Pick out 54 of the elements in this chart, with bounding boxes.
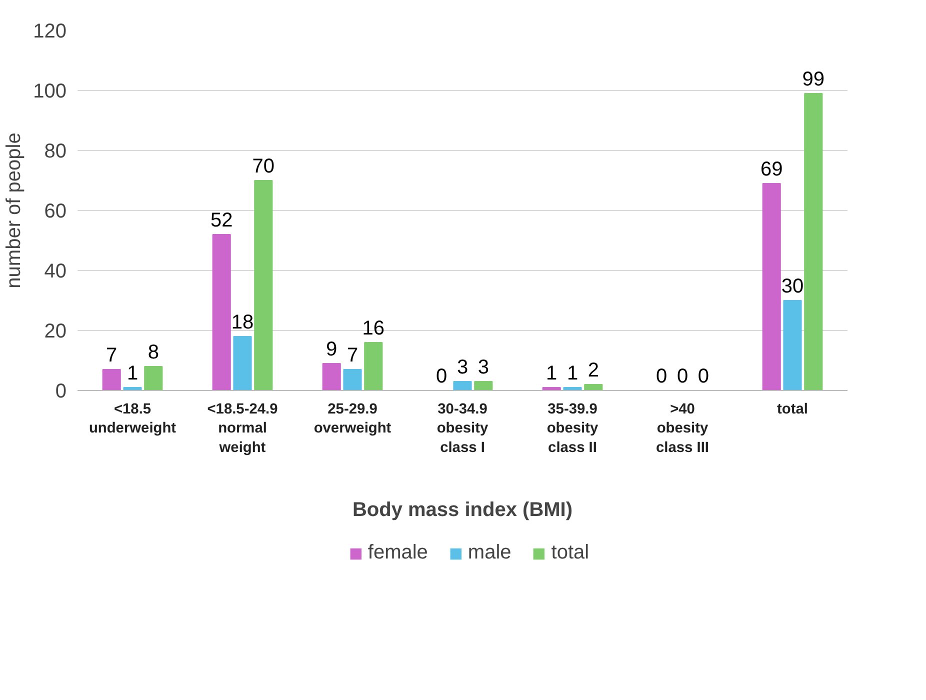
y-tick-label: 0 <box>55 380 66 402</box>
x-tick-label: 25-29.9 overweight <box>314 402 392 437</box>
y-axis-title: number of people <box>3 132 26 288</box>
bar <box>144 366 163 390</box>
data-label: 0 <box>698 366 709 388</box>
data-label: 7 <box>106 344 118 366</box>
y-tick-label: 20 <box>44 320 67 342</box>
bar <box>474 381 493 390</box>
x-tick-label: >40 obesity class III <box>656 402 710 456</box>
bar <box>254 180 273 390</box>
legend-label: female <box>368 542 428 564</box>
data-label: 18 <box>231 312 254 334</box>
data-label: 2 <box>588 360 599 382</box>
y-tick-label: 80 <box>44 140 67 162</box>
y-tick-label: 120 <box>33 20 67 42</box>
bar <box>343 369 362 390</box>
bar <box>322 363 341 390</box>
data-label: 8 <box>148 342 159 364</box>
y-tick-label: 100 <box>33 80 67 102</box>
x-tick-label: <18.5 underweight <box>88 402 176 437</box>
y-tick-label: 40 <box>44 260 67 282</box>
data-label: 70 <box>252 156 275 178</box>
bar <box>783 300 802 390</box>
bar <box>804 93 823 390</box>
bar <box>453 381 472 390</box>
data-label: 1 <box>126 362 138 384</box>
data-label: 0 <box>676 366 688 388</box>
data-label: 52 <box>210 210 233 232</box>
data-label: 99 <box>802 68 825 90</box>
legend-label: total <box>551 542 590 564</box>
data-label: 16 <box>362 318 385 340</box>
bar <box>364 342 383 390</box>
x-tick-label: total <box>777 402 808 418</box>
data-label: 0 <box>656 366 668 388</box>
bar <box>233 336 252 390</box>
y-tick-label: 60 <box>44 200 67 222</box>
bar <box>212 234 231 390</box>
data-label: 69 <box>760 158 783 180</box>
bar <box>762 183 781 390</box>
data-label: 1 <box>566 362 578 384</box>
data-label: 30 <box>781 276 804 298</box>
x-tick-label: 30-34.9 obesity class I <box>436 402 490 456</box>
legend-label: male <box>468 542 512 564</box>
bar <box>102 369 121 390</box>
data-label: 9 <box>326 338 338 360</box>
x-tick-label: <18.5-24.9 normal weight <box>207 402 278 456</box>
data-label: 0 <box>436 366 448 388</box>
x-tick-label: 35-39.9 obesity class II <box>546 402 600 456</box>
data-label: 3 <box>478 356 489 378</box>
data-label: 1 <box>546 362 558 384</box>
bar <box>584 384 603 390</box>
data-label: 3 <box>456 356 468 378</box>
data-label: 7 <box>346 344 358 366</box>
x-axis-title: Body mass index (BMI) <box>352 498 573 521</box>
